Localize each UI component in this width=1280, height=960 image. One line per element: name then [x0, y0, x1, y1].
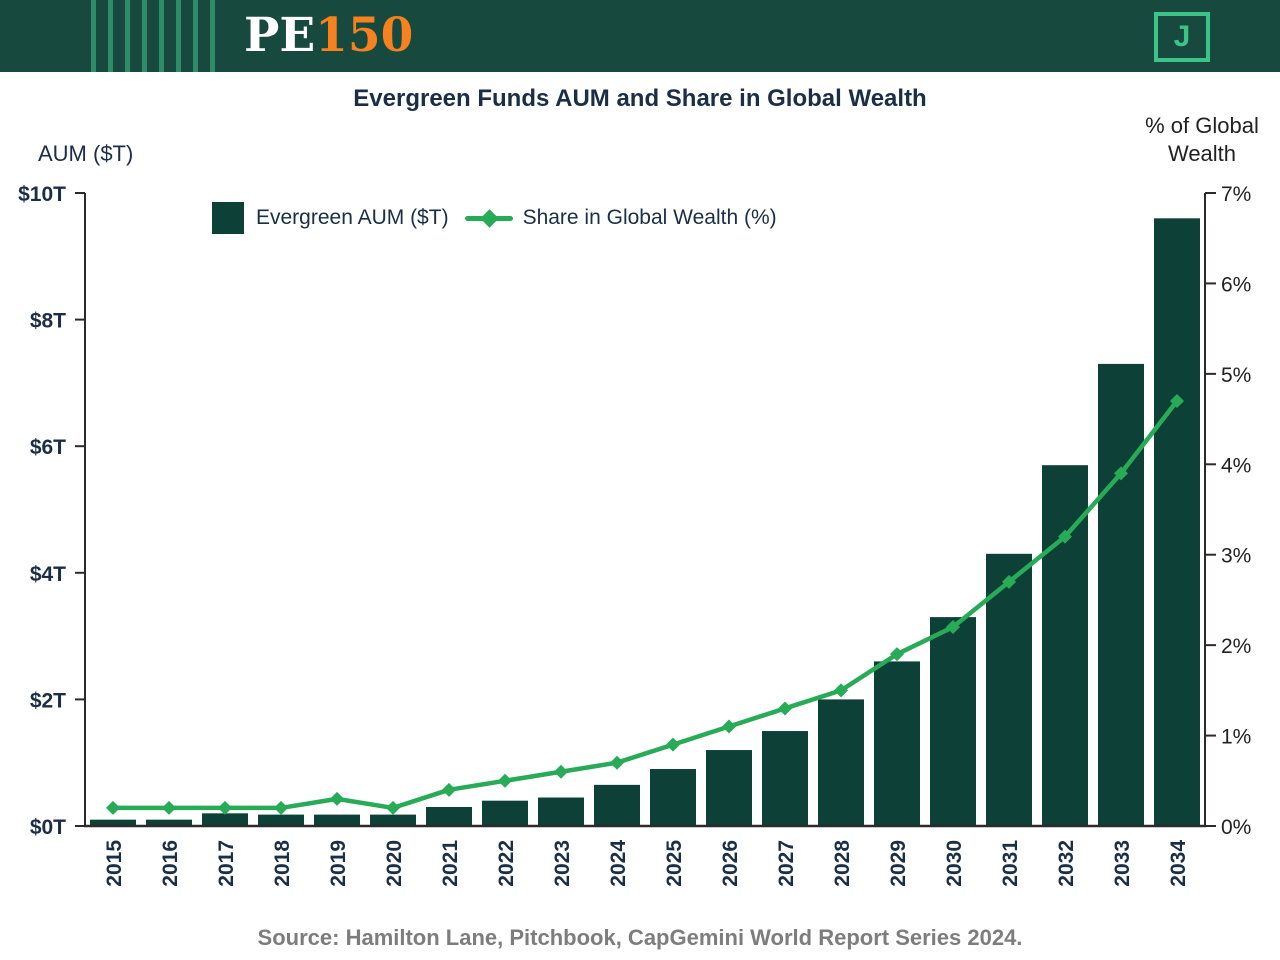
- line-marker-2024: [610, 755, 624, 770]
- x-label-2023: 2023: [551, 840, 574, 887]
- right-tick-label: 5%: [1221, 364, 1251, 387]
- legend: Evergreen AUM ($T) Share in Global Wealt…: [212, 202, 777, 234]
- line-marker-2018: [274, 800, 288, 815]
- x-label-2016: 2016: [159, 840, 182, 887]
- x-label-2018: 2018: [271, 840, 294, 887]
- line-marker-2029: [890, 647, 904, 662]
- bar-2034: [1154, 218, 1200, 826]
- x-label-2022: 2022: [495, 840, 518, 887]
- x-label-2017: 2017: [215, 840, 238, 887]
- x-label-2015: 2015: [103, 840, 126, 887]
- right-tick-label: 0%: [1221, 816, 1251, 839]
- bar-2033: [1098, 363, 1144, 826]
- x-label-2025: 2025: [663, 840, 686, 887]
- bar-2019: [314, 814, 360, 826]
- pe150-logo: PE150: [244, 8, 413, 64]
- legend-line-label: Share in Global Wealth (%): [522, 206, 777, 229]
- x-label-2024: 2024: [607, 840, 630, 887]
- left-tick-label: $10T: [18, 183, 66, 206]
- bar-2024: [594, 784, 640, 826]
- x-label-2027: 2027: [775, 840, 798, 887]
- line-marker-2030: [946, 620, 960, 635]
- line-marker-2032: [1058, 529, 1072, 544]
- left-axis-title: AUM ($T): [38, 141, 134, 166]
- line-marker-2034: [1170, 393, 1184, 408]
- bar-2028: [818, 699, 864, 826]
- left-tick-label: $6T: [30, 436, 66, 459]
- line-marker-2019: [330, 791, 344, 806]
- x-label-2026: 2026: [719, 840, 742, 887]
- left-tick-label: $4T: [30, 563, 66, 586]
- line-marker-2015: [106, 800, 120, 815]
- right-axis-title: % of Global Wealth: [1145, 113, 1259, 166]
- bar-2017: [202, 813, 248, 826]
- right-tick-label: 3%: [1221, 545, 1251, 568]
- bar-2022: [482, 800, 528, 826]
- bar-2031: [986, 553, 1032, 826]
- line-marker-2026: [722, 719, 736, 734]
- legend-line-marker: [464, 202, 513, 234]
- bar-2021: [426, 807, 472, 826]
- bar-2029: [874, 661, 920, 826]
- share-line: [110, 398, 1180, 811]
- x-label-2034: 2034: [1167, 840, 1190, 887]
- x-label-2031: 2031: [999, 840, 1022, 887]
- x-label-2028: 2028: [831, 840, 854, 887]
- right-tick-label: 6%: [1221, 273, 1251, 296]
- chart-title: Evergreen Funds AUM and Share in Global …: [353, 85, 927, 112]
- x-label-2029: 2029: [887, 840, 910, 887]
- source-citation: Source: Hamilton Lane, Pitchbook, CapGem…: [257, 925, 1023, 950]
- logo-pe-text: PE: [244, 8, 316, 63]
- bar-2032: [1042, 465, 1088, 826]
- bar-2023: [538, 797, 584, 826]
- header-bar: PE150 J: [0, 0, 1280, 72]
- bar-2018: [258, 814, 304, 826]
- left-tick-label: $2T: [30, 689, 66, 712]
- left-tick-label: $8T: [30, 310, 66, 333]
- left-tick-label: $0T: [30, 816, 66, 839]
- bar-2026: [706, 750, 752, 826]
- j-logo: J: [1154, 12, 1210, 62]
- bar-2016: [146, 819, 192, 826]
- header-stripes-decoration: [79, 0, 219, 72]
- right-tick-label: 7%: [1221, 183, 1251, 206]
- bar-2030: [930, 617, 976, 826]
- bar-2020: [370, 814, 416, 826]
- legend-bar-label: Evergreen AUM ($T): [256, 206, 449, 229]
- line-marker-2017: [218, 800, 232, 815]
- line-marker-2022: [498, 773, 512, 788]
- x-label-2020: 2020: [383, 840, 406, 887]
- line-marker-2021: [442, 782, 456, 797]
- line-marker-2028: [834, 683, 848, 698]
- legend-bar-swatch: [212, 202, 244, 234]
- line-marker-2020: [386, 800, 400, 815]
- line-marker-2027: [778, 701, 792, 716]
- x-label-2021: 2021: [439, 840, 462, 887]
- x-label-2030: 2030: [943, 840, 966, 887]
- line-marker-2016: [162, 800, 176, 815]
- x-label-2019: 2019: [327, 840, 350, 887]
- line-marker-2031: [1002, 574, 1016, 589]
- x-label-2032: 2032: [1055, 840, 1078, 887]
- line-marker-2023: [554, 764, 568, 779]
- bar-2027: [762, 731, 808, 826]
- bar-2025: [650, 769, 696, 826]
- line-marker-2033: [1114, 466, 1128, 481]
- x-label-2033: 2033: [1111, 840, 1134, 887]
- j-logo-letter: J: [1173, 20, 1191, 53]
- right-tick-label: 2%: [1221, 635, 1251, 658]
- logo-150-text: 150: [315, 8, 414, 63]
- line-marker-2025: [666, 737, 680, 752]
- right-tick-label: 4%: [1221, 454, 1251, 477]
- right-tick-label: 1%: [1221, 726, 1251, 749]
- bar-2015: [90, 819, 136, 826]
